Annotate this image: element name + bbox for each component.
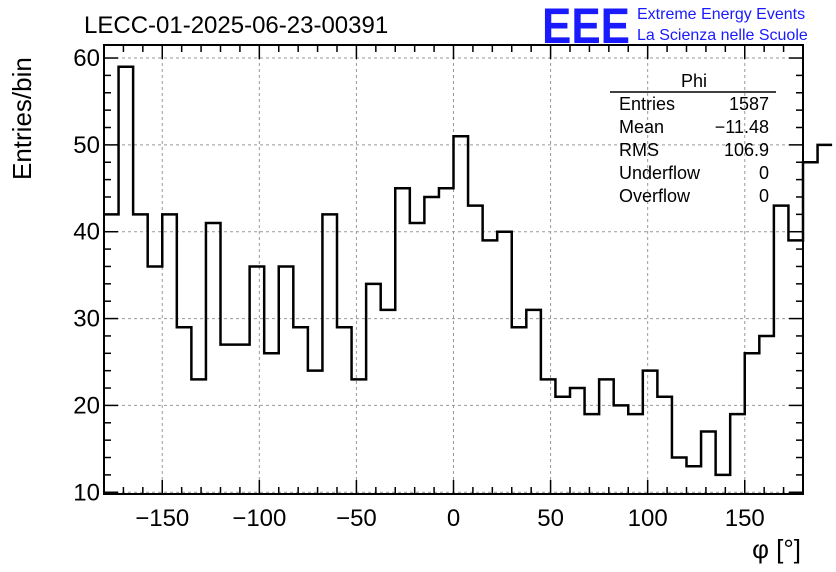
logo-line-1: Extreme Energy Events xyxy=(637,6,805,23)
y-tick-label: 40 xyxy=(73,219,100,246)
stats-name: Phi xyxy=(681,71,707,91)
stats-label-rms: RMS xyxy=(619,140,659,160)
stats-value-mean: −11.48 xyxy=(715,117,769,137)
chart-title: LECC-01-2025-06-23-00391 xyxy=(84,12,388,39)
x-tick-label: 150 xyxy=(725,505,765,532)
stats-value-entries: 1587 xyxy=(729,94,769,114)
axis-ticks xyxy=(103,45,804,494)
y-tick-label: 30 xyxy=(73,306,100,333)
stats-value-rms: 106.9 xyxy=(724,140,769,160)
x-tick-label: −100 xyxy=(232,505,286,532)
x-tick-label: −150 xyxy=(135,505,189,532)
stats-box: Phi Entries 1587 Mean −11.48 RMS 106.9 U… xyxy=(610,71,776,206)
y-tick-label: 50 xyxy=(73,132,100,159)
x-tick-label: 50 xyxy=(537,505,564,532)
logo-line-2: La Scienza nelle Scuole xyxy=(637,27,808,44)
x-tick-labels: −150 −100 −50 0 50 100 150 xyxy=(135,505,765,532)
y-axis-label: Entries/bin xyxy=(7,57,37,180)
eee-logo: EEE Extreme Energy Events La Scienza nel… xyxy=(542,0,808,54)
stats-label-underflow: Underflow xyxy=(619,163,701,183)
grid-lines xyxy=(104,45,803,494)
y-tick-labels: 10 20 30 40 50 60 xyxy=(73,45,100,506)
y-tick-label: 20 xyxy=(73,392,100,419)
histogram-line xyxy=(104,65,833,477)
x-tick-label: 0 xyxy=(447,505,460,532)
stats-label-entries: Entries xyxy=(619,94,675,114)
x-tick-label: −50 xyxy=(336,505,377,532)
stats-label-overflow: Overflow xyxy=(619,186,691,206)
stats-value-overflow: 0 xyxy=(759,186,769,206)
x-axis-label: φ [°] xyxy=(752,534,801,564)
logo-eee: EEE xyxy=(542,0,630,54)
stats-value-underflow: 0 xyxy=(759,163,769,183)
x-tick-label: 100 xyxy=(628,505,668,532)
stats-label-mean: Mean xyxy=(619,117,664,137)
y-tick-label: 10 xyxy=(73,479,100,506)
y-tick-label: 60 xyxy=(73,45,100,72)
